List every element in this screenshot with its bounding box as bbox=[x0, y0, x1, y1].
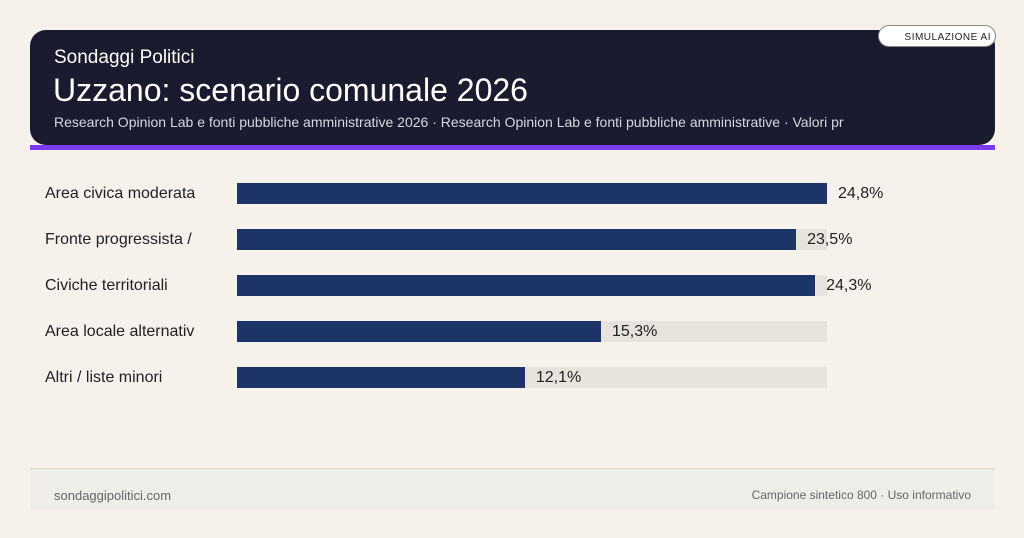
header: Sondaggi Politici Uzzano: scenario comun… bbox=[30, 30, 995, 145]
simulation-badge: SIMULAZIONE AI bbox=[878, 25, 996, 47]
category-label: Altri / liste minori bbox=[45, 369, 163, 386]
bar bbox=[237, 367, 525, 388]
footer: sondaggipolitici.com Campione sintetico … bbox=[30, 468, 995, 510]
value-label: 23,5% bbox=[807, 231, 853, 248]
category-label: Fronte progressista / bbox=[45, 231, 192, 248]
value-label: 15,3% bbox=[611, 323, 658, 340]
brand: Sondaggi Politici bbox=[54, 47, 195, 68]
bar-track bbox=[237, 367, 827, 388]
bar bbox=[237, 183, 827, 204]
bar bbox=[237, 275, 816, 296]
bar bbox=[237, 229, 797, 250]
footer-note: Campione sintetico 800 · Uso informativo bbox=[751, 488, 971, 502]
category-label: Area civica moderata bbox=[45, 185, 196, 202]
bar-track bbox=[237, 275, 827, 296]
bar-track bbox=[237, 183, 827, 204]
value-label: 12,1% bbox=[535, 369, 582, 386]
value-label: 24,3% bbox=[826, 277, 872, 294]
category-label: Area locale alternativ bbox=[45, 323, 195, 340]
value-label: 24,8% bbox=[838, 185, 884, 202]
footer-site: sondaggipolitici.com bbox=[54, 488, 172, 503]
page-title: Uzzano: scenario comunale 2026 bbox=[53, 72, 528, 108]
bar bbox=[237, 321, 601, 342]
subtitle: Research Opinion Lab e fonti pubbliche a… bbox=[54, 114, 844, 130]
bar-track bbox=[237, 229, 827, 250]
accent-bar bbox=[30, 145, 995, 150]
bar-track bbox=[237, 321, 827, 342]
category-label: Civiche territoriali bbox=[45, 277, 168, 294]
